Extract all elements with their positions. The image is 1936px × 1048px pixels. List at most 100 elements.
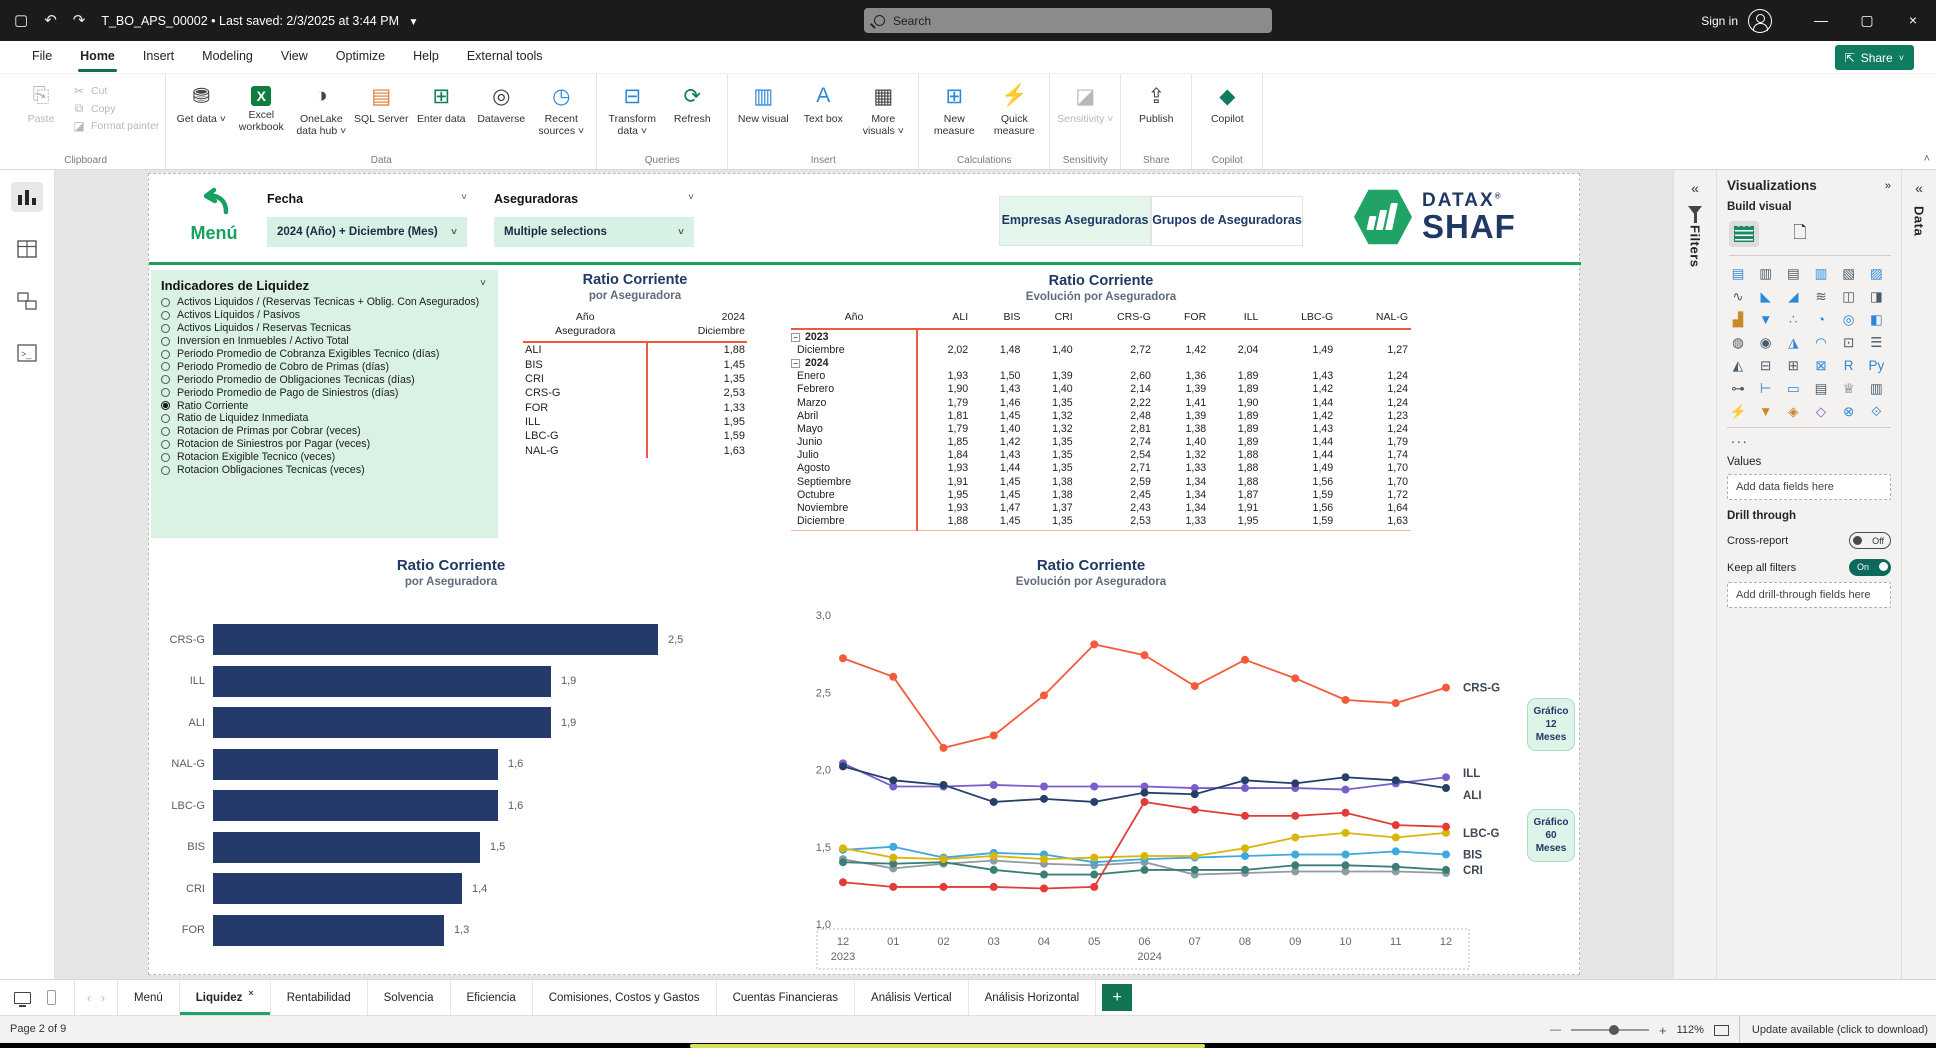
data-point-CRS-G[interactable] [1241, 656, 1249, 664]
account-avatar-icon[interactable] [1748, 9, 1772, 33]
data-point-NAL-G[interactable] [1241, 812, 1249, 820]
grafico-12-meses-button[interactable]: Gráfico12Meses [1527, 698, 1575, 751]
100-stacked-bar-chart-icon[interactable]: ▧ [1838, 264, 1860, 283]
data-point-NAL-G[interactable] [1291, 812, 1299, 820]
text-box-button[interactable]: AText box [794, 78, 852, 125]
add-data-fields-well[interactable]: Add data fields here [1727, 474, 1891, 500]
page-tab-cuentas-financieras[interactable]: Cuentas Financieras [717, 980, 855, 1015]
page-tab-solvencia[interactable]: Solvencia [368, 980, 451, 1015]
paginated-report-icon[interactable]: ▤ [1810, 379, 1832, 398]
bar[interactable] [213, 915, 444, 946]
data-point-CRS-G[interactable] [1392, 699, 1400, 707]
data-point-CRI[interactable] [1090, 871, 1098, 879]
stacked-area-chart-icon[interactable]: ◢ [1782, 287, 1804, 306]
bar[interactable] [213, 749, 498, 780]
map-icon[interactable]: ◍ [1727, 333, 1749, 352]
copilot-button[interactable]: ◆Copilot [1198, 78, 1256, 125]
kpi-icon[interactable]: ◭ [1727, 356, 1749, 375]
cut-button[interactable]: ✂Cut [72, 84, 159, 98]
collapse-visualizations-icon[interactable]: » [1885, 180, 1891, 192]
indicator-option[interactable]: Inversion en Inmuebles / Activo Total [161, 335, 488, 348]
clustered-column-chart-icon[interactable]: ▥ [1810, 264, 1832, 283]
more-visuals-button[interactable]: ▦More visuals ˅ [854, 78, 912, 138]
model-view-button[interactable] [11, 286, 43, 316]
data-point-ALI[interactable] [889, 776, 897, 784]
copy-button[interactable]: ⧉Copy [72, 101, 159, 116]
data-point-LBC-G[interactable] [889, 854, 897, 862]
new-visual-button[interactable]: ▥New visual [734, 78, 792, 125]
data-point-CRS-G[interactable] [990, 732, 998, 740]
ratio-corriente-line-chart[interactable]: Ratio Corriente Evolución por Asegurador… [791, 557, 1531, 970]
data-point-CRS-G[interactable] [1291, 674, 1299, 682]
menu-navigation-button[interactable]: Menú [174, 186, 254, 244]
indicator-option[interactable]: Rotacion Exigible Tecnico (veces) [161, 451, 488, 464]
indicator-option[interactable]: Rotacion de Siniestros por Pagar (veces) [161, 438, 488, 451]
bar[interactable] [213, 666, 551, 697]
data-point-BIS[interactable] [1342, 850, 1350, 858]
bar[interactable] [213, 790, 498, 821]
redo-icon[interactable]: ↷ [73, 0, 86, 41]
fit-to-page-icon[interactable] [1714, 1025, 1729, 1036]
indicator-option[interactable]: Rotacion de Primas por Cobrar (veces) [161, 425, 488, 438]
waterfall-chart-icon[interactable]: ▟ [1727, 310, 1749, 329]
series-line-NAL-G[interactable] [843, 802, 1446, 889]
menu-item-optimize[interactable]: Optimize [322, 41, 399, 74]
desktop-layout-icon[interactable] [14, 992, 31, 1004]
prev-page-icon[interactable]: ‹ [87, 991, 91, 1005]
data-point-CRS-G[interactable] [1342, 696, 1350, 704]
data-point-CRS-G[interactable] [1090, 640, 1098, 648]
collapse-icon[interactable]: − [791, 333, 800, 342]
bar[interactable] [213, 873, 462, 904]
dax-query-view-button[interactable]: >_ [11, 338, 43, 368]
scatter-chart-icon[interactable]: ∴ [1782, 310, 1804, 329]
menu-item-modeling[interactable]: Modeling [188, 41, 267, 74]
data-point-NAL-G[interactable] [1342, 809, 1350, 817]
data-point-LBC-G[interactable] [1392, 833, 1400, 841]
data-point-NAL-G[interactable] [990, 883, 998, 891]
bar[interactable] [213, 707, 551, 738]
data-point-CRS-G[interactable] [1141, 651, 1149, 659]
data-point-BIS[interactable] [1241, 852, 1249, 860]
report-icon[interactable]: ▥ [1865, 379, 1887, 398]
report-page[interactable]: Menú Fecha ˅ 2024 (Año) + Diciembre (Mes… [148, 173, 1580, 975]
menu-item-file[interactable]: File [18, 41, 66, 74]
close-button[interactable]: × [1890, 0, 1936, 41]
stacked-bar-chart-icon[interactable]: ▤ [1727, 264, 1749, 283]
data-point-CRS-G[interactable] [940, 744, 948, 752]
aseguradoras-dropdown[interactable]: Multiple selections ˅ [494, 217, 694, 247]
page-tab-eficiencia[interactable]: Eficiencia [451, 980, 533, 1015]
ratio-corriente-bar-chart[interactable]: Ratio Corriente por Aseguradora CRS-G2,5… [161, 557, 741, 970]
data-point-ALI[interactable] [1392, 776, 1400, 784]
filled-map-icon[interactable]: ◉ [1755, 333, 1777, 352]
treemap-icon[interactable]: ◧ [1865, 310, 1887, 329]
indicator-option[interactable]: Ratio Corriente [161, 399, 488, 412]
data-point-CRI[interactable] [990, 866, 998, 874]
data-point-CRS-G[interactable] [889, 673, 897, 681]
sensitivity-button[interactable]: ◪Sensitivity ˅ [1056, 78, 1114, 125]
page-tab-an-lisis-horizontal[interactable]: Análisis Horizontal [969, 980, 1097, 1015]
decomposition-tree-icon[interactable]: ⊢ [1755, 379, 1777, 398]
data-point-NAL-G[interactable] [1040, 884, 1048, 892]
zoom-slider[interactable] [1571, 1029, 1649, 1031]
page-tab-men-[interactable]: Menú [118, 980, 180, 1015]
data-point-ALI[interactable] [839, 762, 847, 770]
gauge-icon[interactable]: ◠ [1810, 333, 1832, 352]
arcgis-map-icon[interactable]: ◈ [1782, 402, 1804, 421]
data-point-NAL-G[interactable] [1191, 806, 1199, 814]
100-stacked-column-chart-icon[interactable]: ▨ [1865, 264, 1887, 283]
update-available-link[interactable]: Update available (click to download) [1739, 1016, 1928, 1044]
data-point-LBC-G[interactable] [1090, 854, 1098, 862]
data-point-ALI[interactable] [1090, 798, 1098, 806]
minimize-button[interactable]: — [1798, 0, 1844, 41]
data-point-CRI[interactable] [1342, 861, 1350, 869]
donut-chart-icon[interactable]: ◎ [1838, 310, 1860, 329]
menu-item-view[interactable]: View [267, 41, 322, 74]
line-chart-plot[interactable]: 3,02,52,01,51,01201020304050607080910111… [791, 603, 1531, 970]
page-tab-an-lisis-vertical[interactable]: Análisis Vertical [855, 980, 969, 1015]
grupos-de-aseguradoras-button[interactable]: Grupos de Aseguradoras [1151, 196, 1303, 246]
multi-row-card-icon[interactable]: ☰ [1865, 333, 1887, 352]
recent-sources-button[interactable]: ◷Recent sources ˅ [532, 78, 590, 138]
data-point-CRI[interactable] [1241, 866, 1249, 874]
data-point-LBC-G[interactable] [940, 855, 948, 863]
data-point-ALI[interactable] [1141, 789, 1149, 797]
